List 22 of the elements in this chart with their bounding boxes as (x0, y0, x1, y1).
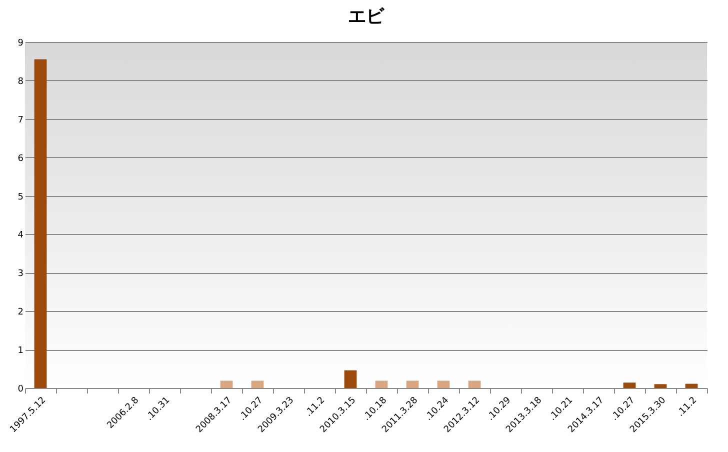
bar (468, 380, 481, 388)
y-tick-label: 4 (18, 230, 24, 241)
y-tick-label: 5 (18, 192, 24, 202)
bar (654, 384, 667, 388)
y-tick-label: 0 (18, 384, 24, 394)
bar (34, 59, 47, 388)
y-tick-label: 3 (18, 269, 24, 280)
bar (344, 370, 357, 388)
bar (685, 384, 698, 388)
bar (406, 380, 419, 388)
y-tick-label: 2 (18, 308, 24, 318)
y-tick-label: 1 (18, 346, 24, 356)
bar (437, 380, 450, 388)
bar (251, 380, 264, 388)
y-tick-label: 7 (18, 115, 24, 126)
bar (220, 380, 233, 388)
bar (375, 380, 388, 388)
y-tick-label: 8 (18, 76, 24, 87)
chart-title: エビ (348, 6, 385, 27)
y-tick-label: 9 (18, 38, 24, 48)
bar (623, 382, 636, 388)
y-tick-label: 6 (18, 154, 24, 164)
